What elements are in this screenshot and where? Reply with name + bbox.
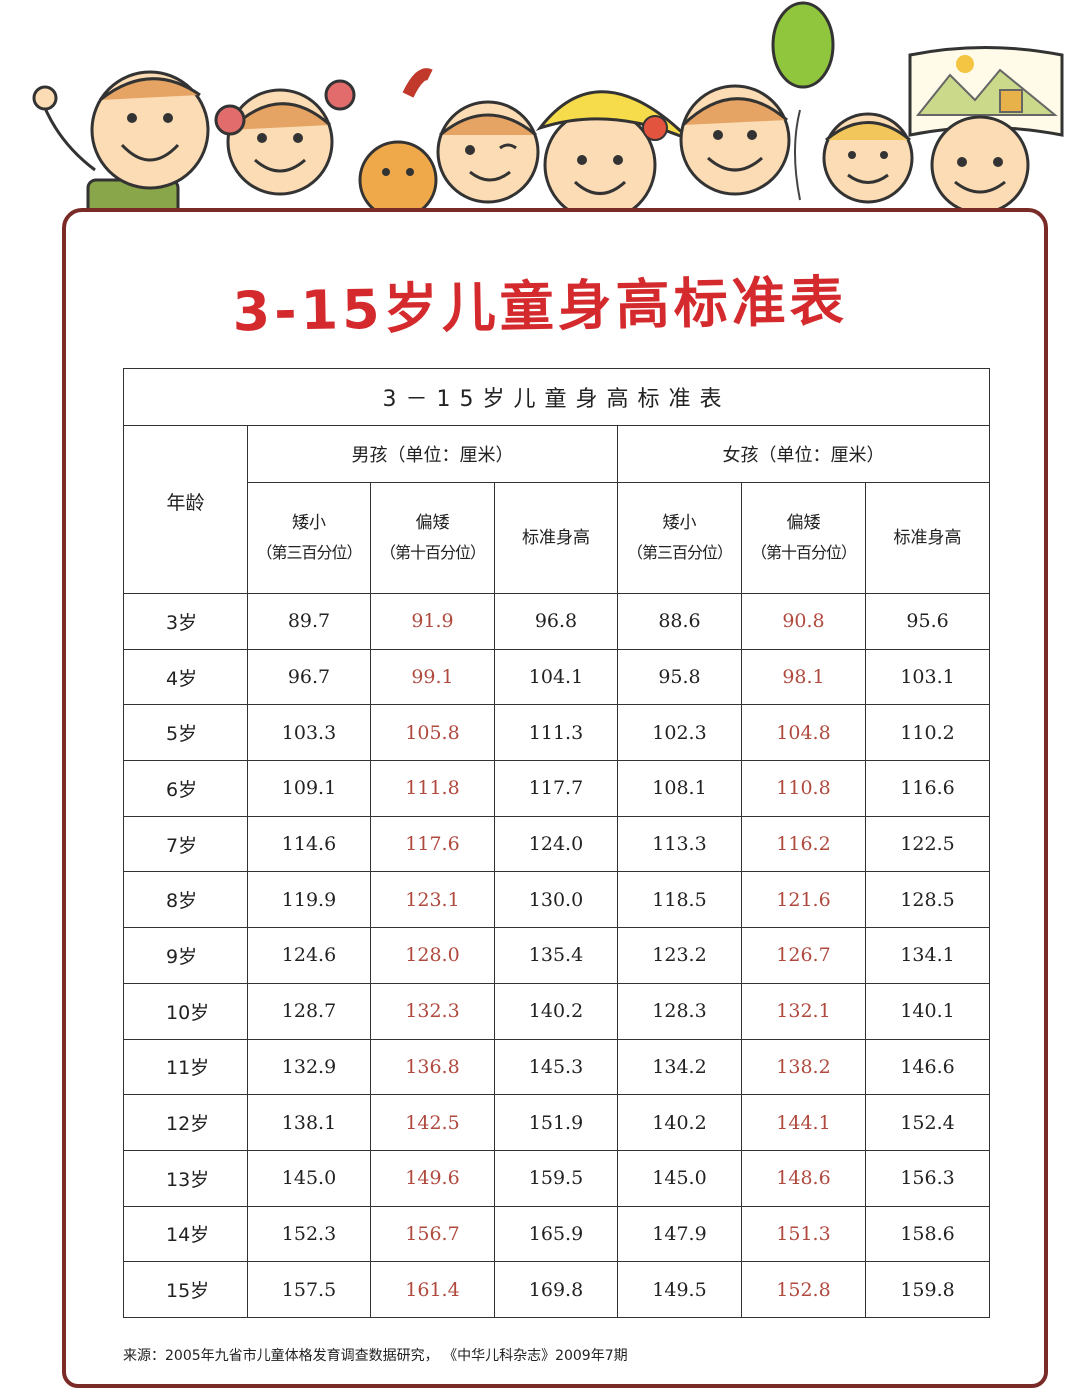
balloon-icon — [771, 1, 835, 201]
waving-kid-icon — [32, 70, 210, 222]
table-row: 3岁 89.7 91.9 96.8 88.6 90.8 95.6 — [123, 593, 991, 650]
pigtail-girl-icon — [214, 79, 356, 196]
table-row: 7岁 114.6 117.6 124.0 113.3 116.2 122.5 — [123, 815, 991, 873]
balloon-kid-icon — [679, 84, 791, 196]
winking-kid-icon — [436, 100, 540, 204]
boys-short-header: 矮小 （第三百分位） — [247, 482, 371, 594]
table-row: 9岁 124.6 128.0 135.4 123.2 126.7 134.1 — [123, 927, 991, 984]
hat-girl-icon — [535, 90, 692, 222]
table-row: 8岁 119.9 123.1 130.0 118.5 121.6 128.5 — [123, 871, 991, 929]
boys-standard-header: 标准身高 — [494, 482, 618, 594]
painting-sign-icon — [908, 46, 1064, 137]
table-row: 15岁 157.5 161.4 169.8 149.5 152.8 159.8 — [123, 1261, 991, 1318]
painting-kid-icon — [930, 115, 1030, 215]
height-standard-table: 3－15岁儿童身高标准表 年龄 男孩（单位：厘米） 女孩（单位：厘米） 矮小 （第… — [122, 368, 991, 1318]
table-row: 11岁 132.9 136.8 145.3 134.2 138.2 146.6 — [123, 1038, 991, 1096]
cartoon-kids-illustration — [32, 1, 1064, 222]
table-row: 14岁 152.3 156.7 165.9 147.9 151.3 158.6 — [123, 1205, 991, 1263]
table-row: 10岁 128.7 132.3 140.2 128.3 132.1 140.1 — [123, 982, 991, 1040]
girls-header: 女孩（单位：厘米） — [616, 425, 991, 483]
table-row: 13岁 145.0 149.6 159.5 145.0 148.6 156.3 — [123, 1149, 991, 1207]
table-row: 12岁 138.1 142.5 151.9 140.2 144.1 152.4 — [123, 1094, 991, 1151]
girls-standard-header: 标准身高 — [864, 482, 991, 594]
table-row: 5岁 103.3 105.8 111.3 102.3 104.8 110.2 — [123, 704, 991, 762]
age-header: 年龄 — [123, 425, 248, 594]
blonde-girl-icon — [822, 112, 914, 204]
boys-below-header: 偏矮 （第十百分位） — [370, 482, 495, 594]
cat-icon — [358, 68, 438, 220]
table-title: 3－15岁儿童身高标准表 — [122, 368, 991, 426]
table-row: 4岁 96.7 99.1 104.1 95.8 98.1 103.1 — [123, 648, 991, 706]
girls-short-header: 矮小 （第三百分位） — [617, 482, 742, 594]
girls-below-header: 偏矮 （第十百分位） — [741, 482, 866, 594]
boys-header: 男孩（单位：厘米） — [247, 425, 618, 483]
source-note: 来源：2005年九省市儿童体格发育调查数据研究， 《中华儿科杂志》2009年7期 — [123, 1348, 628, 1364]
table-row: 6岁 109.1 111.8 117.7 108.1 110.8 116.6 — [123, 760, 991, 817]
